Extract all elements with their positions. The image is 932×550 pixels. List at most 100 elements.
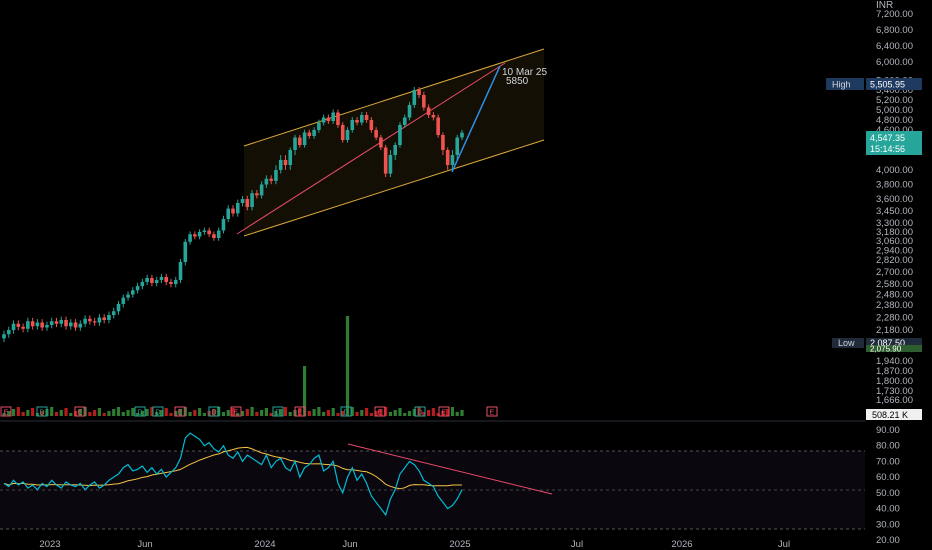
candle-body[interactable]: [6, 330, 11, 335]
event-marker[interactable]: [272, 406, 284, 417]
rsi-trendline[interactable]: [347, 443, 553, 495]
candle-body[interactable]: [35, 322, 40, 327]
candle-body[interactable]: [193, 234, 197, 237]
candle-body[interactable]: [450, 155, 455, 165]
candle-body[interactable]: [188, 234, 192, 242]
candle-body[interactable]: [21, 326, 25, 329]
candle-body[interactable]: [231, 208, 235, 214]
candle-body[interactable]: [107, 315, 111, 320]
candle-body[interactable]: [183, 241, 188, 262]
event-marker[interactable]: [230, 406, 242, 417]
channel-lower-line[interactable]: [243, 139, 545, 237]
event-marker[interactable]: [174, 406, 186, 417]
candle-body[interactable]: [355, 120, 359, 123]
candle-body[interactable]: [393, 145, 398, 155]
candle-body[interactable]: [169, 282, 173, 284]
candle-body[interactable]: [88, 318, 92, 322]
candle-body[interactable]: [326, 117, 331, 122]
candle-body[interactable]: [97, 317, 102, 323]
candle-body[interactable]: [102, 317, 106, 321]
candle-body[interactable]: [402, 117, 407, 126]
candle-body[interactable]: [126, 294, 130, 298]
candle-body[interactable]: [283, 160, 288, 165]
candle-body[interactable]: [436, 117, 440, 136]
candle-body[interactable]: [159, 277, 164, 280]
candle-body[interactable]: [150, 278, 154, 283]
candle-body[interactable]: [11, 323, 16, 330]
channel-diagonal-line[interactable]: [236, 62, 506, 235]
candle-body[interactable]: [30, 321, 35, 327]
candle-body[interactable]: [259, 184, 264, 196]
candle-body[interactable]: [269, 178, 273, 181]
candle-body[interactable]: [264, 178, 269, 185]
rsi-axis[interactable]: 90.00 80.00 70.00 60.00 50.00 40.00 30.00 20.00: [876, 425, 900, 546]
candle-body[interactable]: [197, 232, 202, 237]
event-marker[interactable]: [74, 406, 86, 417]
candle-body[interactable]: [26, 321, 30, 329]
candle-body[interactable]: [374, 130, 378, 138]
candle-body[interactable]: [49, 321, 54, 325]
candle-body[interactable]: [221, 219, 226, 231]
candle-body[interactable]: [216, 230, 221, 239]
candle-body[interactable]: [302, 132, 307, 146]
candle-body[interactable]: [154, 280, 159, 283]
candle-body[interactable]: [331, 112, 335, 122]
candle-body[interactable]: [398, 125, 402, 145]
candle-body[interactable]: [73, 322, 78, 328]
candle-body[interactable]: [293, 137, 297, 151]
candle-body[interactable]: [92, 321, 97, 323]
candle-body[interactable]: [135, 286, 140, 291]
candle-body[interactable]: [226, 208, 231, 219]
candle-body[interactable]: [116, 303, 121, 312]
event-marker[interactable]: [294, 406, 306, 417]
candle-body[interactable]: [336, 112, 340, 126]
event-marker[interactable]: [438, 406, 450, 417]
candle-body[interactable]: [178, 262, 183, 280]
candle-body[interactable]: [164, 277, 169, 282]
candle-body[interactable]: [460, 132, 464, 138]
event-marker[interactable]: [486, 406, 498, 417]
candle-body[interactable]: [274, 170, 278, 181]
event-marker[interactable]: [152, 406, 164, 417]
candle-body[interactable]: [278, 160, 283, 170]
candle-body[interactable]: [369, 120, 374, 130]
candle-body[interactable]: [250, 193, 254, 207]
candle-body[interactable]: [255, 193, 259, 196]
candle-body[interactable]: [83, 318, 87, 324]
time-axis[interactable]: 2023 Jun 2024 Jun 2025 Jul 2026 Jul: [39, 539, 790, 550]
candle-body[interactable]: [445, 150, 450, 165]
candle-body[interactable]: [45, 325, 49, 328]
candle-body[interactable]: [317, 122, 321, 131]
candle-body[interactable]: [407, 105, 412, 118]
candle-body[interactable]: [207, 230, 211, 235]
candle-body[interactable]: [441, 135, 445, 150]
candle-body[interactable]: [40, 322, 44, 328]
candle-body[interactable]: [455, 137, 460, 156]
candle-body[interactable]: [54, 321, 59, 324]
candle-body[interactable]: [59, 320, 64, 324]
candle-body[interactable]: [64, 320, 68, 327]
event-marker[interactable]: [340, 406, 352, 417]
candle-body[interactable]: [202, 230, 207, 233]
candle-body[interactable]: [350, 120, 355, 130]
candle-body[interactable]: [173, 280, 178, 284]
event-marker[interactable]: [374, 406, 386, 417]
candle-body[interactable]: [111, 311, 116, 315]
candle-body[interactable]: [307, 132, 312, 137]
candle-body[interactable]: [2, 334, 6, 339]
event-marker[interactable]: [414, 406, 426, 417]
candle-body[interactable]: [235, 203, 240, 214]
channel-upper-line[interactable]: [243, 48, 545, 147]
candle-body[interactable]: [288, 150, 293, 165]
candle-body[interactable]: [422, 95, 426, 108]
candle-body[interactable]: [121, 297, 126, 304]
candle-body[interactable]: [379, 137, 383, 148]
candle-body[interactable]: [364, 115, 369, 120]
event-marker[interactable]: [0, 406, 12, 417]
candle-body[interactable]: [68, 322, 73, 327]
event-marker[interactable]: [134, 406, 146, 417]
candle-body[interactable]: [140, 282, 145, 287]
candle-body[interactable]: [212, 234, 216, 238]
candle-body[interactable]: [417, 90, 421, 95]
